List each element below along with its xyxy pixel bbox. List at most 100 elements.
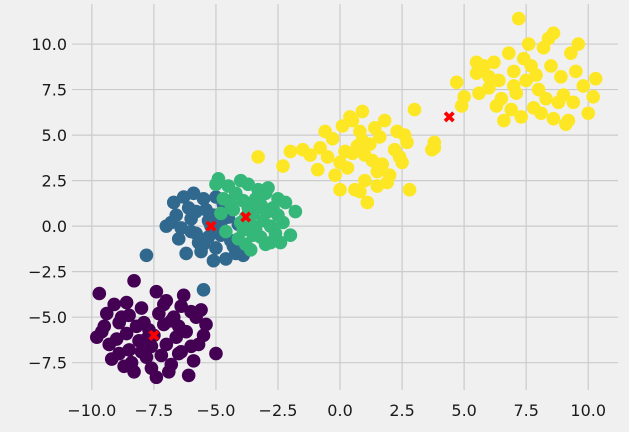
cluster-2-point bbox=[221, 179, 236, 193]
x-tick-label: −7.5 bbox=[134, 401, 173, 420]
cluster-1-point bbox=[139, 248, 154, 263]
cluster-0-point bbox=[94, 324, 109, 339]
cluster-0-point bbox=[171, 319, 186, 334]
cluster-0-point bbox=[117, 359, 131, 374]
cluster-3-point bbox=[392, 150, 407, 164]
cluster-2-point bbox=[211, 171, 226, 186]
cluster-2-point bbox=[236, 193, 251, 208]
cluster-center-marker bbox=[443, 111, 455, 123]
cluster-0-point bbox=[169, 330, 184, 344]
cluster-3-point bbox=[310, 162, 325, 177]
cluster-3-point bbox=[588, 71, 603, 86]
cluster-2-point bbox=[256, 213, 270, 228]
cluster-3-point bbox=[333, 182, 347, 197]
cluster-3-point bbox=[377, 113, 392, 128]
cluster-centers bbox=[148, 111, 455, 341]
cluster-2-point bbox=[261, 181, 275, 195]
cluster-2-point bbox=[224, 197, 238, 212]
cluster-3-point bbox=[482, 80, 496, 95]
cluster-0-point bbox=[164, 357, 179, 372]
cluster-0-point bbox=[104, 352, 119, 366]
cluster-3-point bbox=[355, 133, 370, 148]
cluster-3-point bbox=[539, 91, 553, 106]
cluster-0-point bbox=[209, 346, 223, 361]
y-tick-label: −5.0 bbox=[28, 308, 67, 327]
cluster-3-point bbox=[497, 113, 511, 128]
cluster-3-point bbox=[521, 37, 536, 51]
cluster-0-point bbox=[102, 337, 117, 352]
cluster-3-point bbox=[328, 168, 342, 182]
x-tick-label: −2.5 bbox=[259, 401, 298, 420]
cluster-0-point bbox=[127, 273, 141, 288]
y-tick-label: 10.0 bbox=[31, 35, 67, 54]
cluster-0-point bbox=[154, 348, 169, 363]
cluster-1-point bbox=[179, 246, 193, 261]
cluster-0-point bbox=[134, 301, 149, 315]
cluster-1-point bbox=[206, 253, 221, 268]
cluster-3-point bbox=[397, 128, 412, 142]
cluster-3-point bbox=[427, 141, 442, 155]
cluster-3-point bbox=[554, 70, 568, 84]
x-tick-label: 2.5 bbox=[389, 401, 414, 420]
cluster-3-point bbox=[511, 11, 526, 26]
cluster-1-point bbox=[164, 215, 179, 230]
cluster-0-point bbox=[119, 326, 134, 341]
cluster-3-point bbox=[345, 113, 360, 128]
y-tick-label: −2.5 bbox=[28, 263, 67, 282]
cluster-3-point bbox=[559, 117, 573, 131]
cluster-3-point bbox=[358, 148, 372, 162]
cluster-0-point bbox=[112, 315, 126, 330]
cluster-0-point bbox=[122, 308, 136, 323]
cluster-0-point bbox=[159, 337, 174, 352]
cluster-2-point bbox=[241, 177, 256, 192]
cluster-3-point bbox=[502, 46, 516, 60]
cluster-2-point bbox=[214, 206, 228, 221]
cluster-3-point bbox=[454, 99, 469, 113]
x-tick-label: −10.0 bbox=[67, 401, 116, 420]
cluster-3-point bbox=[340, 161, 355, 175]
cluster-1-point bbox=[171, 232, 186, 246]
cluster-3-point bbox=[313, 141, 327, 155]
cluster-3-point bbox=[544, 59, 558, 73]
cluster-0-point bbox=[174, 344, 188, 359]
cluster-0-point bbox=[199, 317, 213, 332]
cluster-1-point bbox=[196, 283, 211, 297]
cluster-3-point bbox=[551, 95, 566, 110]
cluster-0-point bbox=[92, 286, 107, 301]
cluster-0-point bbox=[186, 354, 201, 368]
cluster-2-point bbox=[253, 230, 268, 244]
cluster-2-point bbox=[246, 206, 260, 221]
cluster-1-point bbox=[181, 201, 196, 215]
cluster-0-point bbox=[181, 368, 196, 383]
cluster-2-point bbox=[248, 192, 263, 206]
x-tick-label: 5.0 bbox=[451, 401, 476, 420]
cluster-1-point bbox=[174, 221, 188, 235]
cluster-center-marker bbox=[148, 329, 160, 341]
tick-labels: −10.0 −7.5 −5.0 −2.5 0.0 2.5 5.0 7.5 10.0 −7.5 −5.… bbox=[28, 35, 606, 420]
cluster-3-point bbox=[581, 106, 596, 121]
cluster-0-point bbox=[157, 297, 171, 312]
cluster-3-point bbox=[519, 73, 533, 88]
cluster-2-point bbox=[273, 235, 288, 250]
cluster-3-point bbox=[569, 64, 583, 79]
cluster-3-point bbox=[566, 95, 581, 110]
cluster-2-point bbox=[283, 228, 298, 243]
cluster-3-point bbox=[504, 102, 519, 117]
cluster-3-point bbox=[531, 82, 546, 97]
x-tick-label: 7.5 bbox=[513, 401, 538, 420]
cluster-0-point bbox=[174, 299, 188, 314]
cluster-3-point bbox=[370, 179, 385, 193]
cluster-0-point bbox=[139, 332, 154, 346]
cluster-3-point bbox=[283, 144, 298, 159]
cluster-1-point bbox=[196, 192, 211, 206]
cluster-3-point bbox=[276, 159, 290, 173]
cluster-0-point bbox=[176, 288, 191, 303]
cluster-1-point bbox=[184, 212, 198, 226]
cluster-0-point bbox=[119, 295, 134, 310]
cluster-0-point bbox=[134, 344, 149, 359]
cluster-3-point bbox=[489, 99, 504, 113]
x-tick-label: 0.0 bbox=[327, 401, 352, 420]
x-tick-label: 10.0 bbox=[570, 401, 606, 420]
